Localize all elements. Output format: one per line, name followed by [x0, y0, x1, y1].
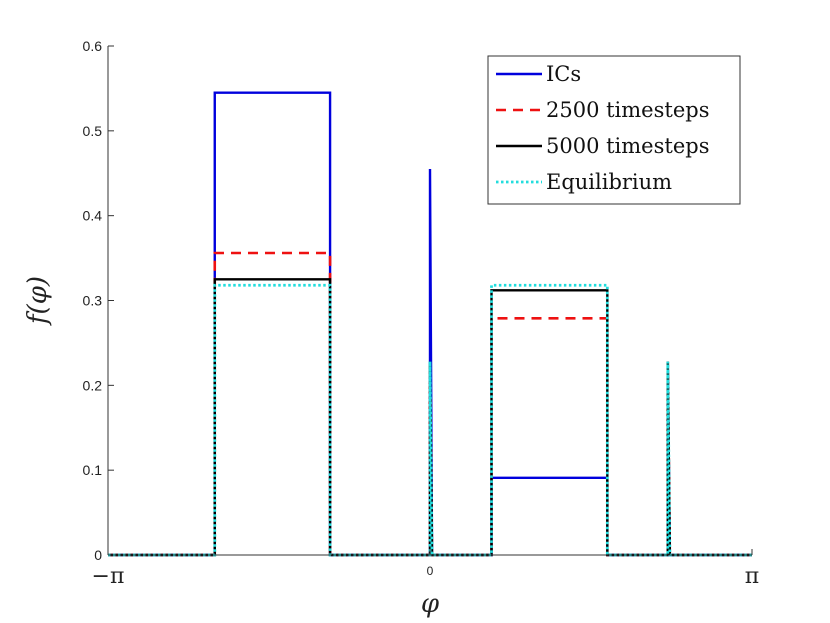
legend-label: Equilibrium	[546, 170, 672, 194]
legend-label: 5000 timesteps	[546, 134, 709, 158]
y-tick-label: 0.2	[83, 377, 103, 393]
series-line-3	[108, 283, 752, 557]
x-tick-label: 0	[427, 564, 434, 578]
legend-label: ICs	[546, 62, 581, 86]
x-axis-label: φ	[421, 589, 440, 619]
legend-label: 2500 timesteps	[546, 98, 709, 122]
ticks-layer: 00.10.20.30.40.50.6−π 0 π	[83, 38, 760, 589]
y-tick-label: 0.5	[83, 123, 103, 139]
y-axis-label: f(φ)	[23, 276, 53, 326]
y-tick-label: 0.1	[83, 462, 103, 478]
legend: ICs 2500 timesteps 5000 timesteps Equilibri…	[487, 55, 741, 205]
legend-box	[487, 55, 741, 205]
x-tick-label: −π	[92, 564, 125, 589]
y-tick-label: 0.3	[83, 293, 103, 309]
y-tick-label: 0.6	[83, 38, 103, 54]
y-tick-label: 0.4	[83, 208, 103, 224]
y-tick-label: 0	[94, 547, 102, 563]
x-tick-label: π	[745, 564, 759, 589]
